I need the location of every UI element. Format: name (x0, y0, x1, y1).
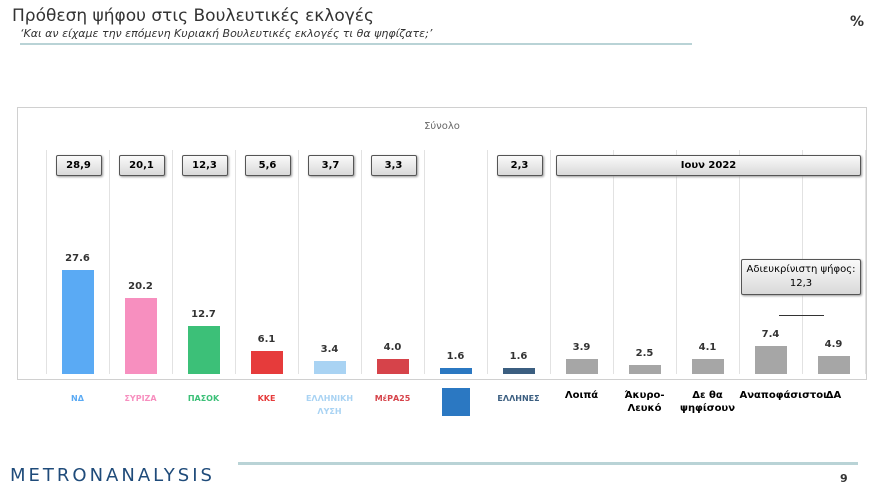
divider (550, 150, 551, 374)
comparison-box: 28,9 (55, 155, 102, 176)
brand: METRONANALYSIS (10, 465, 215, 486)
value-label: 27.6 (65, 253, 90, 264)
rule (20, 43, 692, 45)
page-number: 9 (840, 472, 848, 485)
value-label: 3.9 (572, 342, 591, 354)
divider (613, 150, 614, 374)
value-label: 7.4 (761, 329, 780, 341)
divider (424, 150, 425, 374)
comparison-box: 5,6 (244, 155, 291, 176)
x-tick-label: ΠΑΣΟΚ (187, 394, 220, 403)
x-tick-label: ΣΥΡΙΖΑ (124, 394, 157, 403)
x-tick-label: ΚΚΕ (257, 394, 276, 403)
x-tick-label: ΔΑ (825, 390, 842, 401)
comparison-box: 3,7 (307, 155, 354, 176)
bar (187, 326, 220, 374)
comparison-box: 2,3 (496, 155, 543, 176)
annotation: Αδιευκρίνιστη ψήφος: 12,3 (741, 259, 861, 295)
bar (691, 358, 724, 374)
bar (313, 361, 346, 374)
x-tick-label: ΕΛΛΗΝΕΣ (497, 394, 540, 403)
x-tick-label: Αναποφάσιστοι (739, 390, 828, 401)
divider (172, 150, 173, 374)
footer-rule (238, 462, 858, 465)
divider (46, 150, 47, 374)
divider (235, 150, 236, 374)
unit: % (850, 14, 865, 30)
chart-title: Σύνολο (424, 121, 460, 132)
value-label: 6.1 (257, 334, 276, 345)
bar (628, 364, 661, 374)
divider (487, 150, 488, 374)
bar (376, 358, 409, 374)
bar (250, 351, 283, 374)
x-tick-label: ΜέΡΑ25 (374, 394, 411, 403)
bar (124, 297, 157, 374)
bar (754, 346, 787, 374)
comparison-name: Ιουν 2022 (556, 155, 861, 176)
annotation-rule (778, 315, 824, 316)
comparison-box: 3,3 (370, 155, 417, 176)
bar (61, 270, 94, 374)
title: Πρόθεση ψήφου στις Βουλευτικές εκλογές (12, 6, 374, 26)
value-label: 2.5 (635, 347, 654, 359)
divider (676, 150, 677, 374)
divider (109, 150, 110, 374)
value-label: 12.7 (191, 309, 216, 321)
divider (739, 150, 740, 374)
divider (361, 150, 362, 374)
x-tick-label: Λοιπά (564, 390, 599, 401)
logo (441, 388, 470, 416)
comparison-box: 20,1 (118, 155, 165, 176)
value-label: 4.1 (698, 341, 717, 353)
bar (502, 367, 535, 374)
value-label: 4.9 (824, 338, 843, 350)
value-label: 1.6 (446, 350, 465, 362)
x-tick-label: ΝΔ (71, 394, 84, 403)
value-label: 4.0 (383, 341, 402, 353)
value-label: 1.6 (509, 350, 528, 362)
comparison-box: 12,3 (181, 155, 228, 176)
divider (865, 150, 866, 374)
x-tick-label: ΕΛΛΗΝΙΚΗ ΛΥΣΗ (305, 394, 354, 416)
x-tick-label: Δε θα ψηφίσουν (680, 390, 735, 414)
bar (565, 359, 598, 374)
value-label: 3.4 (320, 344, 339, 356)
chart: Σύνολο 27.6 ΝΔ 20.2 ΣΥΡΙΖΑ 12.7 ΠΑΣΟΚ 6.1 ΚΚΕ 3.4… (17, 107, 867, 416)
x-tick-label: Άκυρο-Λευκό (624, 390, 665, 414)
subtitle: ‘Και αν είχαμε την επόμενη Κυριακή Βουλε… (20, 27, 433, 40)
bar (817, 355, 850, 374)
value-label: 20.2 (128, 280, 153, 292)
bar (439, 367, 472, 374)
divider (298, 150, 299, 374)
